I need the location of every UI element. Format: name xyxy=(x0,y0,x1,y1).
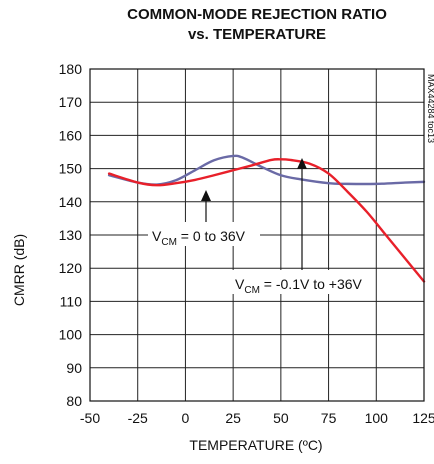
y-tick-label: 80 xyxy=(66,393,82,409)
x-tick-label: -25 xyxy=(128,410,148,426)
x-tick-label: 0 xyxy=(182,410,190,426)
annotation-1-arrow-head xyxy=(201,190,211,201)
annotation-1-sub: CM xyxy=(161,237,177,248)
y-axis-label: CMRR (dB) xyxy=(11,234,27,306)
y-tick-label: 150 xyxy=(59,161,83,177)
side-label: MAX44284 toc13 xyxy=(426,74,434,143)
svg-text:VCM = -0.1V to +36V: VCM = -0.1V to +36V xyxy=(235,276,363,296)
x-tick-label: 100 xyxy=(365,410,389,426)
plot-frame xyxy=(89,68,425,402)
y-tick-label: 100 xyxy=(59,327,83,343)
y-tick-label: 120 xyxy=(59,260,83,276)
x-tick-label: 50 xyxy=(273,410,289,426)
y-tick-label: 110 xyxy=(60,293,83,309)
series-line-2 xyxy=(107,158,426,283)
x-axis-label: TEMPERATURE (ºC) xyxy=(189,437,322,453)
series-lines xyxy=(107,154,426,283)
y-tick-labels: 80 90 100 110 120 130 140 150 160 170 180 xyxy=(59,61,83,409)
annotation-1-v: V xyxy=(152,228,162,244)
x-tick-label: 25 xyxy=(225,410,241,426)
y-tick-label: 180 xyxy=(59,61,83,77)
chart-title-line2: vs. TEMPERATURE xyxy=(187,26,327,43)
annotation-2-sub: CM xyxy=(244,285,260,296)
y-tick-label: 160 xyxy=(59,127,83,143)
series-line-1 xyxy=(107,154,426,186)
annotation-2-v: V xyxy=(235,276,245,292)
annotation-series-1: VCM = 0 to 36V xyxy=(148,190,260,248)
y-tick-label: 170 xyxy=(59,94,83,110)
x-tick-label: 75 xyxy=(321,410,337,426)
y-tick-label: 90 xyxy=(66,360,82,376)
annotation-series-2: VCM = -0.1V to +36V xyxy=(232,158,374,296)
chart-title-line1: COMMON-MODE REJECTION RATIO xyxy=(127,6,387,23)
annotation-2-arrow-head xyxy=(297,158,307,169)
x-tick-label: -50 xyxy=(80,410,100,426)
y-tick-label: 130 xyxy=(59,227,83,243)
annotation-1-rest: = 0 to 36V xyxy=(177,228,246,244)
svg-text:VCM = 0 to 36V: VCM = 0 to 36V xyxy=(152,228,246,248)
x-tick-labels: -50 -25 0 25 50 75 100 125 xyxy=(80,410,434,426)
y-tick-label: 140 xyxy=(59,194,83,210)
annotation-2-rest: = -0.1V to +36V xyxy=(260,276,363,292)
x-tick-label: 125 xyxy=(412,410,434,426)
